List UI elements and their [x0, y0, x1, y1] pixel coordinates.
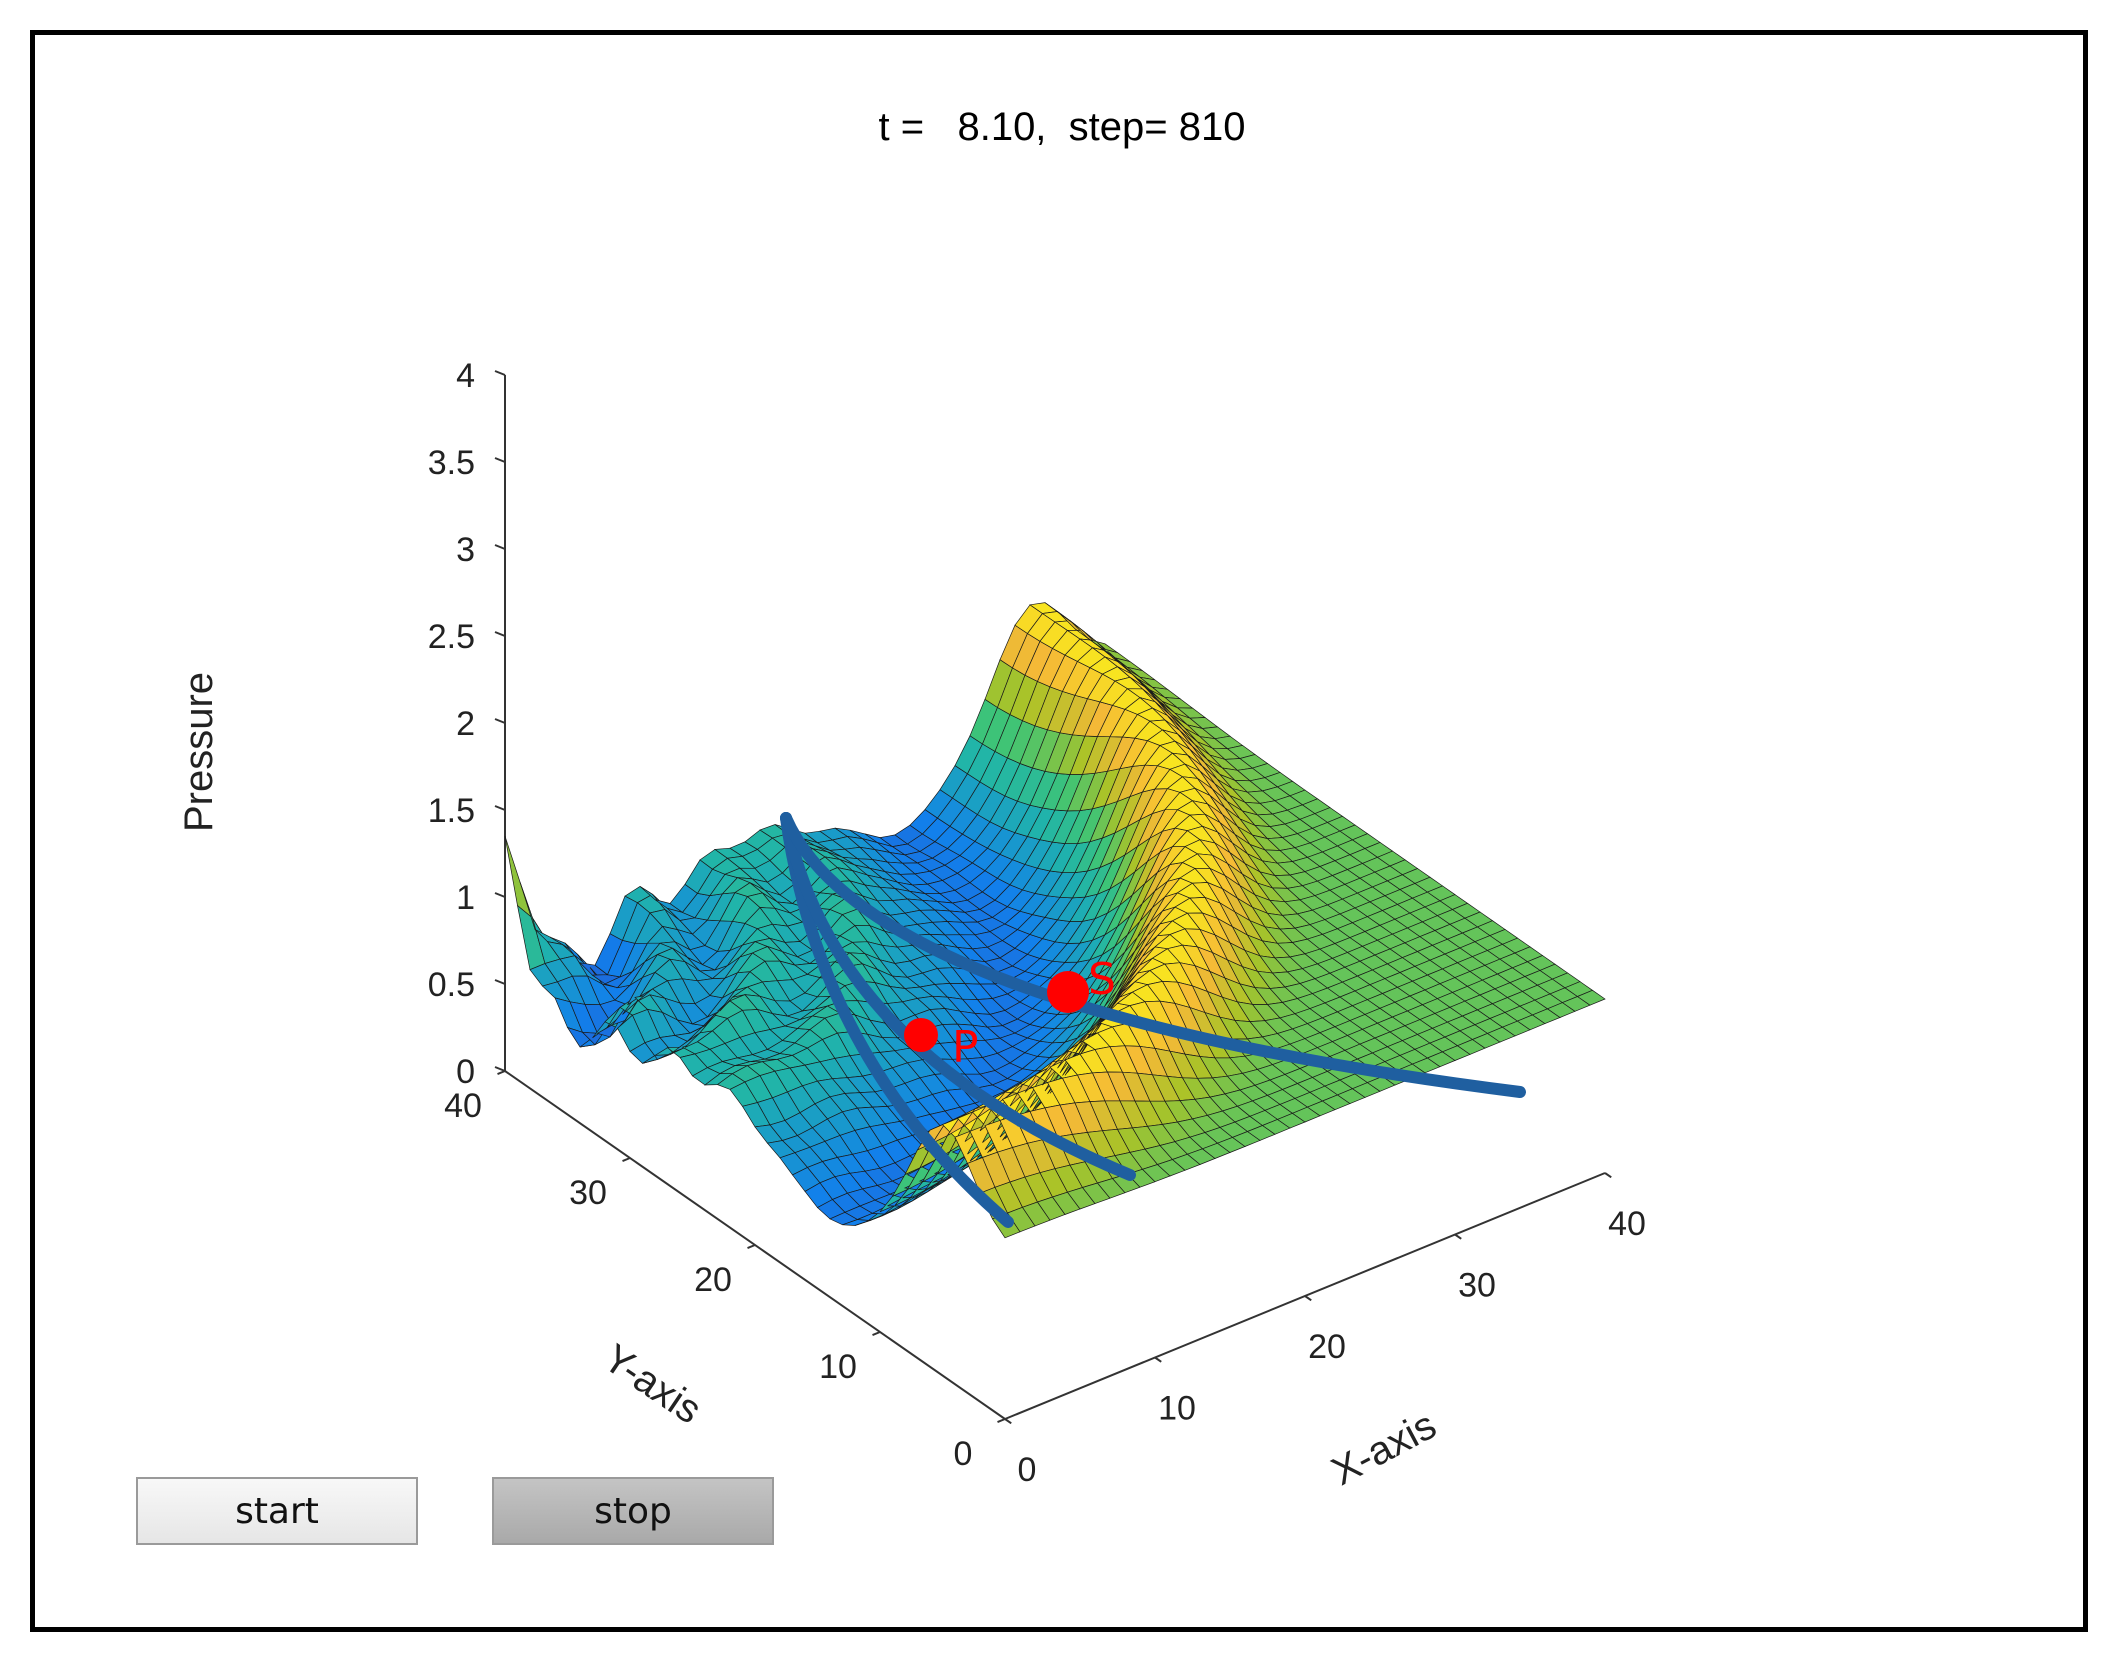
z-tick-label: 3.5: [428, 444, 475, 482]
wavefront-overlay: [780, 812, 1526, 1228]
annotation-p: P: [952, 1022, 979, 1073]
y-tick-label: 40: [444, 1087, 482, 1125]
y-tick-label: 30: [569, 1174, 607, 1212]
x-tick-label: 30: [1458, 1267, 1496, 1305]
z-tick-label: 4: [456, 357, 475, 395]
z-tick-label: 2: [456, 705, 475, 743]
wavefront-curve-3: [780, 812, 1526, 1098]
x-tick-label: 20: [1308, 1328, 1346, 1366]
z-tick-mark: [494, 544, 506, 550]
point-p-marker: [904, 1018, 938, 1052]
z-tick-label: 3: [456, 531, 475, 569]
x-tick-mark: [1304, 1295, 1312, 1302]
z-tick-mark: [494, 631, 506, 637]
x-tick-mark: [1604, 1172, 1612, 1179]
pressure-surface: [504, 602, 1606, 1239]
z-tick-mark: [494, 457, 506, 463]
x-axis-label: X-axis: [1325, 1403, 1444, 1494]
z-tick-mark: [494, 1066, 506, 1072]
y-tick-mark: [622, 1157, 631, 1163]
z-tick-mark: [494, 370, 506, 376]
chart-title: t = 8.10, step= 810: [878, 105, 1246, 149]
z-tick-mark: [494, 979, 506, 985]
y-tick-mark: [872, 1331, 881, 1337]
y-tick-label: 10: [819, 1348, 857, 1386]
z-tick-label: 0.5: [428, 966, 475, 1004]
z-tick-label: 2.5: [428, 618, 475, 656]
point-s-marker: [1047, 971, 1089, 1013]
annotation-s: S: [1088, 954, 1116, 1005]
z-tick-mark: [494, 892, 506, 898]
surface-patch: [1576, 989, 1606, 1006]
z-axis-label: Pressure: [177, 672, 221, 832]
x-tick-mark: [1154, 1356, 1162, 1363]
wavefront-curve-2: [780, 812, 1136, 1181]
z-tick-label: 0: [456, 1053, 475, 1091]
z-tick-mark: [494, 805, 506, 811]
z-tick-label: 1.5: [428, 792, 475, 830]
start-button[interactable]: start: [136, 1477, 418, 1545]
y-tick-label: 20: [694, 1261, 732, 1299]
x-tick-mark: [1454, 1233, 1462, 1240]
x-tick-label: 40: [1608, 1205, 1646, 1243]
x-tick-mark: [1004, 1418, 1012, 1425]
stop-button[interactable]: stop: [492, 1477, 774, 1545]
z-tick-label: 1: [456, 879, 475, 917]
y-tick-mark: [747, 1244, 756, 1250]
y-tick-label: 0: [954, 1435, 973, 1473]
x-tick-label: 0: [1018, 1451, 1037, 1489]
z-tick-mark: [494, 718, 506, 724]
y-tick-mark: [997, 1418, 1006, 1424]
x-tick-label: 10: [1158, 1390, 1196, 1428]
y-axis-label: Y-axis: [595, 1336, 709, 1433]
